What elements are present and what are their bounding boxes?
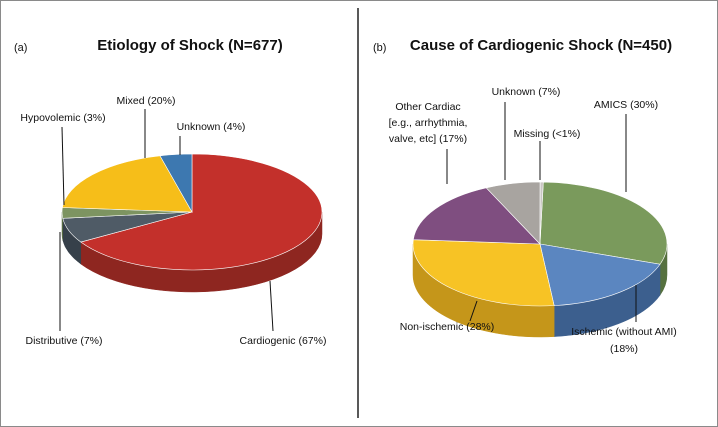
label-mixed: Mixed (20%) <box>117 95 176 107</box>
pie-slice-ischemic <box>539 243 661 306</box>
panel-a-title: Etiology of Shock (N=677) <box>97 37 282 54</box>
label-ischemic-line2: (18%) <box>610 343 638 355</box>
label-missing: Missing (<1%) <box>514 128 581 140</box>
leader-hypovolemic <box>61 126 65 206</box>
leaders-a <box>59 109 274 332</box>
pie-slice-amics <box>539 181 668 265</box>
label-other-line3: valve, etc] (17%) <box>389 133 467 145</box>
pie-slice-other-cardiac <box>412 187 541 245</box>
leaders-b <box>446 102 637 322</box>
panel-a: (a) Etiology of Shock (N=677) Cardiogeni… <box>14 37 326 347</box>
label-unknown-a: Unknown (4%) <box>177 121 246 133</box>
leader-nonischemic <box>469 300 478 322</box>
pie-slice-unknown <box>159 153 193 214</box>
label-unknown-b: Unknown (7%) <box>492 86 561 98</box>
label-other-line2: [e.g., arrhythmia, <box>389 117 468 129</box>
panel-b-title: Cause of Cardiogenic Shock (N=450) <box>410 37 672 54</box>
panel-b: (b) Cause of Cardiogenic Shock (N=450) A… <box>373 37 677 355</box>
pie-slice-mixed <box>62 155 193 213</box>
panel-b-letter: (b) <box>373 42 386 54</box>
label-cardiogenic: Cardiogenic (67%) <box>240 335 327 347</box>
label-other-line1: Other Cardiac <box>395 101 460 113</box>
leader-cardiogenic <box>269 280 274 332</box>
pie-a <box>61 153 323 293</box>
label-amics: AMICS (30%) <box>594 99 658 111</box>
pie-slice-non-ischemic <box>412 239 555 307</box>
label-distributive: Distributive (7%) <box>25 335 102 347</box>
label-nonischemic: Non-ischemic (28%) <box>400 321 495 333</box>
label-ischemic-line1: Ischemic (without AMI) <box>571 326 677 338</box>
label-hypovolemic: Hypovolemic (3%) <box>20 112 105 124</box>
pie-slice-missing <box>539 181 544 245</box>
pie-b <box>412 181 668 338</box>
panel-a-letter: (a) <box>14 42 27 54</box>
pie-slice-cardiogenic <box>80 153 323 271</box>
